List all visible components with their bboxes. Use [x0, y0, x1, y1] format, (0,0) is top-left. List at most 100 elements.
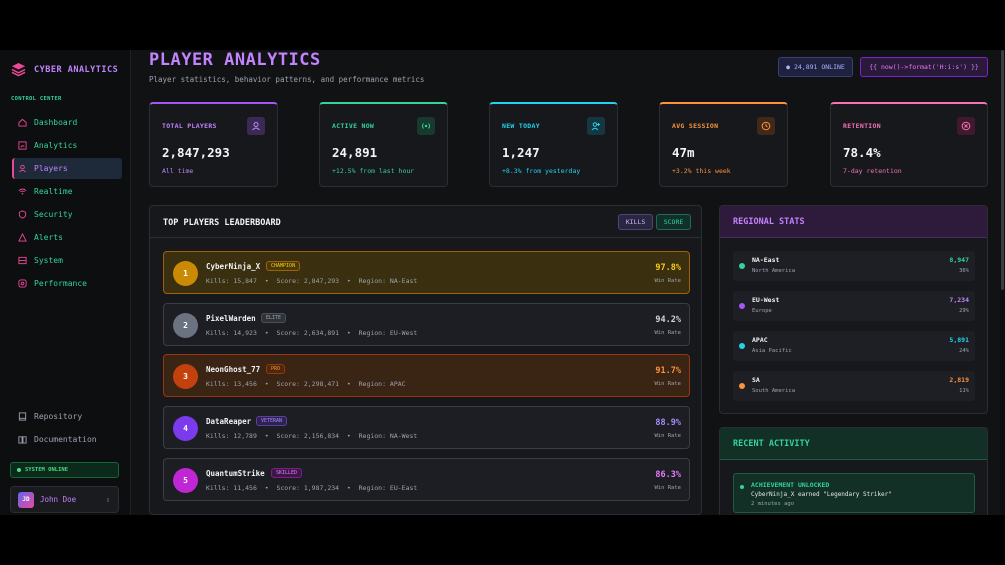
tier-badge: PRO	[266, 364, 286, 374]
region-dot-icon	[739, 343, 745, 349]
region-percent: 36%	[959, 268, 969, 274]
regional-header	[720, 206, 987, 238]
user-plus-icon	[587, 117, 605, 135]
tier-badge: SKILLED	[271, 468, 303, 478]
user-menu[interactable]: JD John Doe ⇕	[10, 486, 119, 513]
brand[interactable]: CYBER ANALYTICS	[11, 62, 118, 77]
tier-badge: CHAMPION	[266, 261, 301, 271]
clock-icon	[757, 117, 775, 135]
player-meta: Kills: 13,456 • Score: 2,298,471 • Regio…	[206, 380, 406, 388]
win-rate-label: Win Rate	[654, 433, 682, 439]
repo-icon	[18, 412, 27, 421]
sidebar-item-repository[interactable]: Repository	[12, 406, 122, 427]
avatar: JD	[18, 491, 34, 508]
sort-kills-button[interactable]: KILLS	[618, 214, 653, 230]
sidebar-item-label: Documentation	[34, 435, 97, 444]
stat-note: +8.3% from yesterday	[502, 167, 581, 175]
player-name: NeonGhost_77	[206, 365, 261, 374]
stat-label: RETENTION	[843, 122, 881, 130]
stat-card-avg-session: AVG SESSION 47m +3.2% this week	[659, 102, 788, 187]
sidebar: CYBER ANALYTICS CONTROL CENTER Dashboard…	[0, 50, 131, 515]
leaderboard-row[interactable]: 1 CyberNinja_X CHAMPION Kills: 15,847 • …	[163, 251, 690, 294]
stat-label: NEW TODAY	[502, 122, 540, 130]
sidebar-item-realtime[interactable]: Realtime	[12, 181, 122, 202]
sidebar-item-analytics[interactable]: Analytics	[12, 135, 122, 156]
region-subtitle: North America	[752, 268, 796, 274]
recent-activity-panel: RECENT ACTIVITY ACHIEVEMENT UNLOCKED Cyb…	[719, 427, 988, 515]
sidebar-item-security[interactable]: Security	[12, 204, 122, 225]
online-count-badge: ● 24,891 ONLINE	[778, 57, 853, 77]
sidebar-item-label: Players	[34, 164, 68, 173]
activity-item-text: CyberNinja_X earned "Legendary Striker"	[751, 491, 892, 498]
region-name: NA-East	[752, 256, 780, 264]
scrollbar-thumb[interactable]	[1001, 50, 1004, 290]
broadcast-icon	[417, 117, 435, 135]
system-status-text: SYSTEM ONLINE	[25, 467, 69, 473]
page-subtitle: Player statistics, behavior patterns, an…	[149, 75, 425, 84]
player-name: PixelWarden	[206, 314, 256, 323]
layers-logo-icon	[11, 62, 26, 77]
player-meta: Kills: 15,847 • Score: 2,847,293 • Regio…	[206, 277, 418, 285]
sort-score-button[interactable]: SCORE	[656, 214, 691, 230]
sidebar-item-players[interactable]: Players	[12, 158, 122, 179]
stat-label: TOTAL PLAYERS	[162, 122, 217, 130]
region-dot-icon	[739, 303, 745, 309]
tier-badge: VETERAN	[256, 416, 288, 426]
rank-badge: 1	[173, 261, 198, 286]
chevron-updown-icon: ⇕	[105, 495, 110, 504]
stat-card-active-now: ACTIVE NOW 24,891 +12.5% from last hour	[319, 102, 448, 187]
region-subtitle: Asia Pacific	[752, 348, 792, 354]
player-meta: Kills: 11,456 • Score: 1,987,234 • Regio…	[206, 484, 418, 492]
sidebar-item-dashboard[interactable]: Dashboard	[12, 112, 122, 133]
stat-value: 78.4%	[843, 145, 881, 160]
leaderboard-row[interactable]: 5 QuantumStrike SKILLED Kills: 11,456 • …	[163, 458, 690, 501]
activity-item[interactable]: ACHIEVEMENT UNLOCKED CyberNinja_X earned…	[733, 473, 975, 513]
win-rate-value: 97.8%	[655, 263, 681, 273]
sidebar-item-performance[interactable]: Performance	[12, 273, 122, 294]
brand-name: CYBER ANALYTICS	[34, 64, 119, 75]
player-meta: Kills: 12,789 • Score: 2,156,834 • Regio…	[206, 432, 418, 440]
book-icon	[18, 436, 27, 444]
sidebar-item-label: Realtime	[34, 187, 73, 196]
users-icon	[247, 117, 265, 135]
stat-label: AVG SESSION	[672, 122, 719, 130]
tier-badge: ELITE	[261, 313, 287, 323]
region-subtitle: Europe	[752, 308, 772, 314]
player-name: DataReaper	[206, 417, 252, 426]
stat-note: 7-day retention	[843, 167, 902, 175]
region-row-eu-west[interactable]: EU-West Europe 7,234 29%	[733, 291, 975, 321]
leaderboard-title: TOP PLAYERS LEADERBOARD	[163, 218, 281, 228]
region-row-sa[interactable]: SA South America 2,819 11%	[733, 371, 975, 401]
sidebar-item-label: Repository	[34, 412, 83, 421]
sidebar-item-label: Performance	[34, 279, 87, 288]
region-name: EU-West	[752, 296, 780, 304]
stat-label: ACTIVE NOW	[332, 122, 375, 130]
region-percent: 11%	[959, 388, 969, 394]
win-rate-label: Win Rate	[654, 381, 682, 387]
app-window: CYBER ANALYTICS CONTROL CENTER Dashboard…	[0, 50, 1005, 515]
gauge-icon	[18, 279, 27, 288]
win-rate-value: 94.2%	[655, 315, 681, 325]
region-percent: 29%	[959, 308, 969, 314]
home-icon	[18, 118, 27, 127]
region-percent: 24%	[959, 348, 969, 354]
stat-card-new-today: NEW TODAY 1,247 +8.3% from yesterday	[489, 102, 618, 187]
regional-stats-panel: REGIONAL STATS NA-East North America 8,9…	[719, 205, 988, 414]
sidebar-item-documentation[interactable]: Documentation	[12, 429, 122, 450]
activity-title: RECENT ACTIVITY	[733, 439, 810, 449]
region-row-apac[interactable]: APAC Asia Pacific 5,891 24%	[733, 331, 975, 361]
leaderboard-row[interactable]: 4 DataReaper VETERAN Kills: 12,789 • Sco…	[163, 406, 690, 449]
sidebar-item-system[interactable]: System	[12, 250, 122, 271]
sidebar-nav: Dashboard Analytics Players Realtime Sec…	[12, 112, 122, 296]
stat-note: +12.5% from last hour	[332, 167, 415, 175]
sidebar-item-label: Alerts	[34, 233, 63, 242]
region-name: SA	[752, 376, 760, 384]
leaderboard-header: TOP PLAYERS LEADERBOARD KILLS SCORE	[150, 206, 701, 238]
regional-title: REGIONAL STATS	[733, 217, 805, 227]
leaderboard-row[interactable]: 2 PixelWarden ELITE Kills: 14,923 • Scor…	[163, 303, 690, 346]
leaderboard-row[interactable]: 3 NeonGhost_77 PRO Kills: 13,456 • Score…	[163, 354, 690, 397]
activity-dot-icon	[740, 485, 744, 489]
region-row-na-east[interactable]: NA-East North America 8,947 36%	[733, 251, 975, 281]
sidebar-item-alerts[interactable]: Alerts	[12, 227, 122, 248]
scrollbar[interactable]	[1000, 50, 1005, 515]
